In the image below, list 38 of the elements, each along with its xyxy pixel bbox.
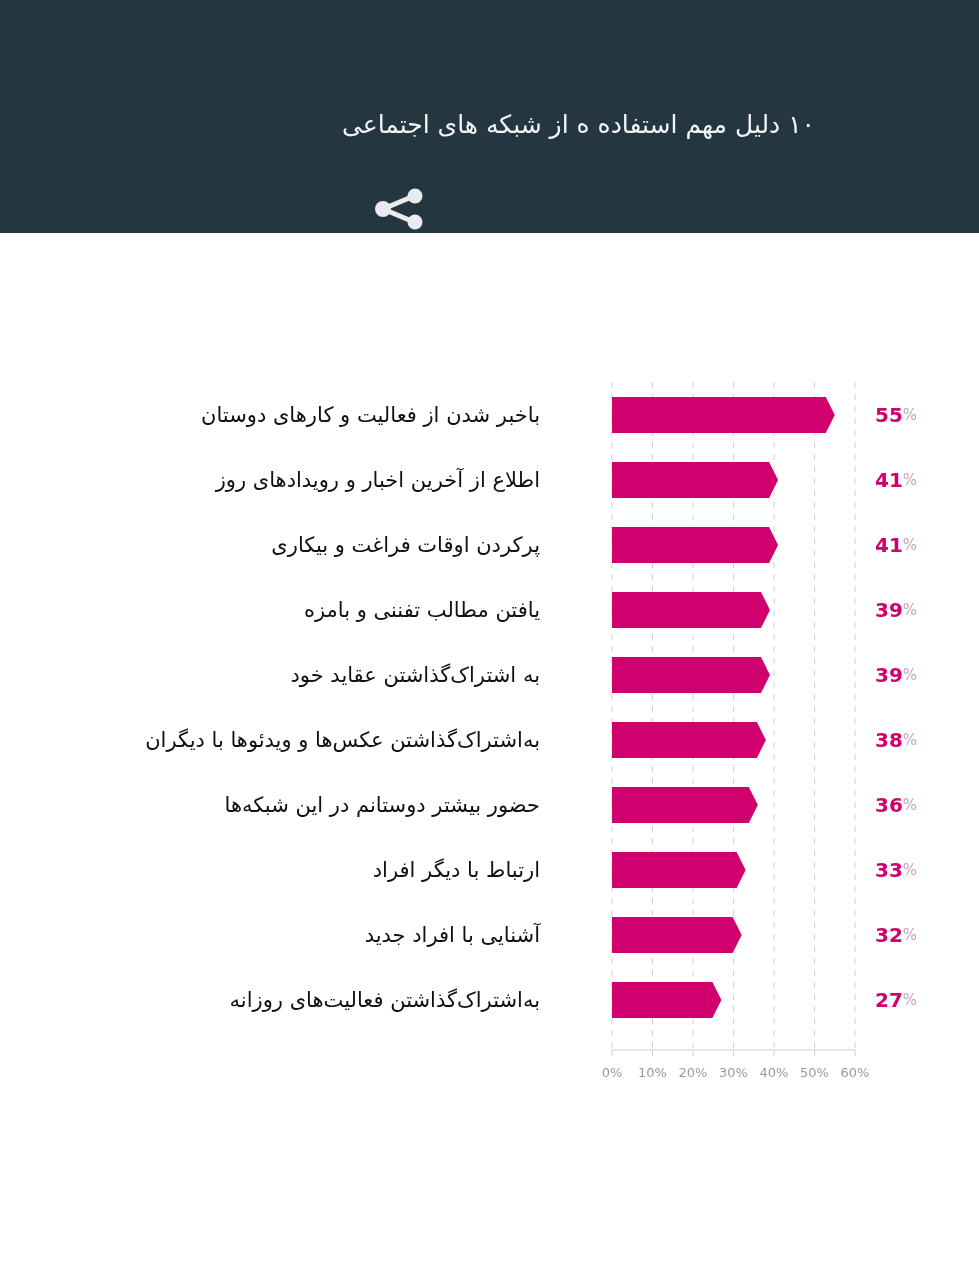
y-tick-label: باخبر شدن از فعالیت و کارهای دوستان <box>201 402 540 427</box>
data-label: 27% <box>875 988 918 1012</box>
y-tick-label: یافتن مطالب تفننی و بامزه <box>303 597 541 622</box>
data-label: 39% <box>875 598 918 622</box>
bar <box>612 657 770 693</box>
bar <box>612 982 722 1018</box>
y-tick-label: اطلاع از آخرین اخبار و رویدادهای روز <box>214 466 540 492</box>
bar <box>612 397 835 433</box>
y-tick-label: به‌اشتراک‌گذاشتن فعالیت‌های روزانه <box>229 987 540 1012</box>
y-tick-label: پرکردن اوقات فراغت و بیکاری <box>271 532 541 557</box>
bar <box>612 917 742 953</box>
y-tick-label: حضور بیشتر دوستانم در این شبکه‌ها <box>224 792 540 818</box>
bar <box>612 527 779 563</box>
data-label: 39% <box>875 663 918 687</box>
data-label: 32% <box>875 923 918 947</box>
bar <box>612 787 758 823</box>
chart-title: ۱۰ دلیل مهم استفاده ه از شبکه های اجتماعی <box>341 110 815 139</box>
y-tick-label: به‌اشتراک‌گذاشتن عکس‌ها و ویدئوها با دیگران <box>145 727 540 752</box>
x-tick-label: 0% <box>601 1065 623 1081</box>
bar <box>612 722 766 758</box>
y-tick-label: آشنایی با افراد جدید <box>364 921 542 947</box>
data-label: 41% <box>875 468 918 492</box>
y-tick-label: ارتباط با دیگر افراد <box>372 857 540 882</box>
data-label: 33% <box>875 858 918 882</box>
y-tick-label: به اشتراک‌گذاشتن عقاید خود <box>290 662 540 687</box>
x-tick-label: 20% <box>678 1065 708 1081</box>
data-label: 55% <box>875 403 918 427</box>
bar <box>612 592 770 628</box>
x-tick-label: 30% <box>719 1065 748 1081</box>
x-tick-label: 60% <box>840 1065 870 1081</box>
data-label: 38% <box>875 728 918 752</box>
data-label: 41% <box>875 533 918 557</box>
x-tick-label: 10% <box>638 1065 667 1081</box>
data-label: 36% <box>875 793 918 817</box>
x-tick-label: 50% <box>800 1065 829 1081</box>
bar <box>612 462 779 498</box>
x-tick-label: 40% <box>759 1065 789 1081</box>
bar <box>612 852 746 888</box>
